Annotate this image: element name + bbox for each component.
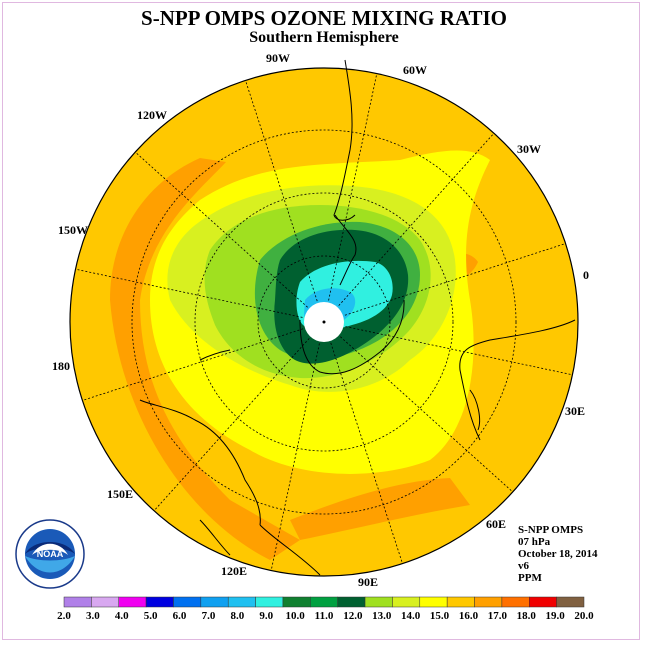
color-scale-swatch <box>337 596 366 608</box>
color-scale-tick-label: 20.0 <box>574 610 594 622</box>
meridian-line <box>345 326 573 376</box>
map-title: S-NPP OMPS OZONE MIXING RATIO <box>141 6 507 30</box>
color-scale-swatch <box>501 596 530 608</box>
map-boundary <box>69 67 579 577</box>
color-scale-tick-label: 7.0 <box>202 610 216 622</box>
color-scale-swatch <box>364 596 393 608</box>
color-scale-tick-label: 9.0 <box>259 610 273 622</box>
meridian-line <box>153 338 310 512</box>
info-date: October 18, 2014 <box>518 548 598 560</box>
color-scale-swatch <box>63 596 92 608</box>
meridian-line <box>328 73 378 301</box>
color-scale-tick-label: 19.0 <box>545 610 565 622</box>
color-scale-tick-label: 2.0 <box>57 610 71 622</box>
color-scale-swatch <box>118 596 147 608</box>
color-scale-swatch <box>419 596 448 608</box>
info-instrument: S-NPP OMPS <box>518 524 584 536</box>
color-scale-swatch <box>91 596 119 608</box>
color-scale-swatch <box>392 596 421 608</box>
longitude-lines <box>75 73 573 571</box>
color-scale-swatch <box>200 596 229 608</box>
color-scale-swatch <box>529 596 557 608</box>
color-scale-swatch <box>310 596 338 608</box>
color-scale-tick-label: 11.0 <box>315 610 334 622</box>
info-units: PPM <box>518 572 542 584</box>
color-scale-tick-label: 8.0 <box>230 610 244 622</box>
color-scale-swatch <box>173 596 202 608</box>
meridian-line <box>134 151 308 308</box>
color-scale-tick-label: 13.0 <box>372 610 392 622</box>
map-subtitle: Southern Hemisphere <box>249 29 399 46</box>
coastlines <box>139 59 576 576</box>
noaa-logo-text: NOAA <box>37 549 64 559</box>
lon-label-60w: 60W <box>403 63 427 77</box>
color-scale-swatch <box>446 596 475 608</box>
info-version: v6 <box>518 560 529 572</box>
south-pole-marker <box>322 320 326 324</box>
lon-label-30e: 30E <box>565 404 586 418</box>
meridian-line <box>330 342 403 564</box>
meridian-line <box>245 80 318 302</box>
lon-label-120w: 120W <box>137 108 167 122</box>
color-scale-ticks: 2.0 3.0 4.0 5.0 6.0 7.0 8.0 9.0 10.0 11.0 12.0 13.0… <box>57 610 594 622</box>
image-frame <box>2 2 640 640</box>
lon-label-150e: 150E <box>107 487 134 501</box>
color-scale-tick-label: 3.0 <box>86 610 100 622</box>
color-scale-tick-label: 17.0 <box>488 610 508 622</box>
meridian-line <box>340 336 514 493</box>
color-scale-swatch <box>282 596 311 608</box>
latitude-circles <box>131 129 517 515</box>
color-scale-swatch <box>145 596 174 608</box>
color-scale-tick-label: 12.0 <box>343 610 363 622</box>
color-scale-swatch <box>474 596 503 608</box>
lon-label-90e: 90E <box>358 575 379 589</box>
info-pressure: 07 hPa <box>518 536 551 548</box>
meridian-line <box>75 268 303 318</box>
lon-label-150w: 150W <box>58 223 88 237</box>
color-scale-tick-label: 15.0 <box>430 610 450 622</box>
lon-label-60e: 60E <box>486 517 507 531</box>
meridian-line <box>270 343 320 571</box>
color-scale-tick-label: 16.0 <box>459 610 479 622</box>
color-scale-tick-label: 4.0 <box>115 610 129 622</box>
color-scale-tick-label: 5.0 <box>144 610 158 622</box>
color-scale-swatches <box>63 596 585 608</box>
lon-label-90w: 90W <box>266 51 290 65</box>
lon-label-120e: 120E <box>221 564 248 578</box>
color-scale-tick-label: 6.0 <box>173 610 187 622</box>
color-scale-tick-label: 14.0 <box>401 610 421 622</box>
ozone-field <box>70 68 578 576</box>
meridian-line <box>338 132 495 306</box>
color-scale-swatch <box>255 596 284 608</box>
lon-label-180: 180 <box>52 359 70 373</box>
color-scale-tick-label: 18.0 <box>517 610 537 622</box>
meridian-line <box>344 243 566 316</box>
noaa-logo: NOAA <box>15 519 85 589</box>
lon-label-0: 0 <box>583 268 589 282</box>
color-scale-swatch <box>556 596 585 608</box>
color-scale-tick-label: 10.0 <box>285 610 305 622</box>
color-scale-swatch <box>227 596 256 608</box>
meridian-line <box>82 328 304 401</box>
lon-label-30w: 30W <box>517 142 541 156</box>
